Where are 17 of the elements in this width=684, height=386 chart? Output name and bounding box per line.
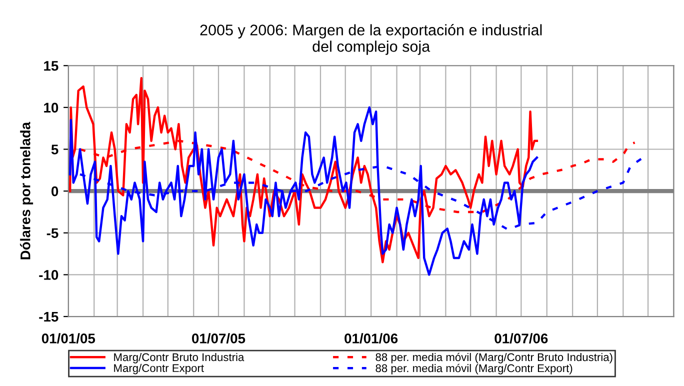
y-tick-label: 10 bbox=[44, 102, 58, 113]
y-tick-label: 15 bbox=[44, 61, 58, 71]
legend-label: Marg/Contr Bruto Industria bbox=[114, 352, 244, 364]
x-tick-label: 01/07/05 bbox=[192, 333, 246, 344]
chart-title: 2005 y 2006: Margen de la exportación e industrial del complejo soja bbox=[200, 24, 542, 55]
legend-label: 88 per. media móvil (Marg/Contr Bruto Industria) bbox=[376, 352, 612, 364]
legend-label: 88 per. media móvil (Marg/Contr Export) bbox=[376, 364, 572, 374]
y-tick-label: -10 bbox=[39, 270, 58, 280]
x-tick-label: 01/07/06 bbox=[494, 333, 548, 344]
y-tick-label: -5 bbox=[46, 228, 58, 238]
y-tick-label: -15 bbox=[39, 312, 58, 322]
x-tick-label: 01/01/05 bbox=[42, 333, 96, 344]
y-tick-label: 0 bbox=[52, 186, 58, 196]
y-tick-label: 5 bbox=[51, 144, 58, 154]
x-tick-label: 01/01/06 bbox=[344, 333, 398, 344]
y-axis-title: Dólares por tonelada bbox=[20, 122, 34, 260]
legend-label: Marg/Contr Export bbox=[114, 364, 204, 374]
